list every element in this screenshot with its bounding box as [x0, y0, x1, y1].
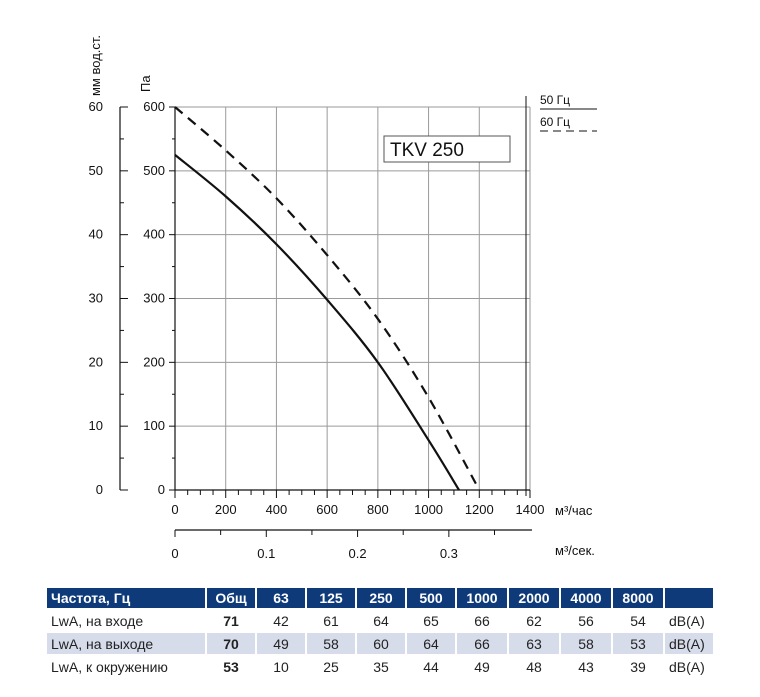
row-value: 65 — [423, 612, 439, 629]
row-value: 25 — [323, 658, 339, 675]
curve-60hz — [174, 106, 481, 491]
row-value: 56 — [578, 612, 594, 629]
x-main-axis-label: м³/час — [555, 503, 593, 518]
header-500: 500 — [407, 588, 455, 608]
row-value: 35 — [373, 658, 389, 675]
row-value: 60 — [357, 633, 405, 654]
row-value: 58 — [561, 633, 611, 654]
header-4000: 4000 — [561, 588, 611, 608]
x-main-tick-label: 600 — [316, 502, 338, 517]
row-total: 70 — [207, 633, 255, 654]
row-value: 61 — [323, 612, 339, 629]
row-value: 54 — [630, 612, 646, 629]
row-value: 49 — [257, 633, 305, 654]
header-frequency: Частота, Гц — [47, 588, 205, 608]
y-right-tick-label: 400 — [143, 227, 165, 242]
row-unit: dB(A) — [669, 658, 705, 675]
header-63: 63 — [257, 588, 305, 608]
x-secondary-tick-label: 0.1 — [257, 546, 275, 561]
row-value: 64 — [407, 633, 455, 654]
x-main-tick-label: 1000 — [414, 502, 443, 517]
table-header-row: Частота, Гц Общ 63 125 250 500 1000 2000… — [47, 588, 713, 608]
y-left-tick-label: 60 — [89, 99, 103, 114]
y-left-tick-label: 50 — [89, 163, 103, 178]
legend-50hz-label: 50 Гц — [540, 93, 570, 107]
legend: 50 Гц 60 Гц — [525, 93, 597, 496]
table-row: LwA, к окружению 53 10 25 35 44 49 48 43 39 dB(A) — [47, 656, 713, 677]
sound-power-table: Частота, Гц Общ 63 125 250 500 1000 2000… — [45, 586, 715, 679]
x-main-tick-label: 800 — [367, 502, 389, 517]
row-unit: dB(A) — [665, 633, 713, 654]
ticks — [120, 106, 531, 537]
model-label-box: TKV 250 — [383, 135, 511, 163]
y-right-tick-label: 600 — [143, 99, 165, 114]
x-main-tick-label: 1200 — [465, 502, 494, 517]
row-value: 39 — [630, 658, 646, 675]
row-label: LwA, на выходе — [47, 633, 205, 654]
curve-50hz — [174, 154, 460, 491]
y-left-tick-label: 30 — [89, 291, 103, 306]
y-left-tick-label: 40 — [89, 227, 103, 242]
header-250: 250 — [357, 588, 405, 608]
x-secondary-tick-label: 0.3 — [440, 546, 458, 561]
row-total: 71 — [223, 612, 239, 629]
row-value: 66 — [474, 612, 490, 629]
row-value: 62 — [526, 612, 542, 629]
row-value: 58 — [307, 633, 355, 654]
header-unit — [665, 588, 713, 608]
row-value: 63 — [509, 633, 559, 654]
row-label: LwA, к окружению — [51, 658, 168, 675]
legend-60hz-label: 60 Гц — [540, 115, 570, 129]
row-value: 49 — [474, 658, 490, 675]
table-row: LwA, на выходе 70 49 58 60 64 66 63 58 53 dB(A) — [47, 633, 713, 654]
y-right-tick-label: 0 — [158, 482, 165, 497]
x-main-tick-label: 400 — [266, 502, 288, 517]
table-row: LwA, на входе 71 42 61 64 65 66 62 56 54 dB(A) — [47, 610, 713, 631]
curves — [174, 106, 481, 491]
row-value: 10 — [273, 658, 289, 675]
y-left-axis-label: мм вод.ст. — [88, 35, 103, 96]
grid — [175, 106, 531, 491]
row-label: LwA, на входе — [51, 612, 144, 629]
y-left-tick-label: 10 — [89, 418, 103, 433]
y-left-tick-label: 0 — [96, 482, 103, 497]
x-secondary-tick-label: 0 — [171, 546, 178, 561]
row-value: 66 — [457, 633, 507, 654]
x-main-tick-label: 1400 — [516, 502, 545, 517]
y-right-tick-label: 100 — [143, 418, 165, 433]
header-125: 125 — [307, 588, 355, 608]
row-value: 48 — [526, 658, 542, 675]
x-secondary-tick-label: 0.2 — [349, 546, 367, 561]
row-value: 44 — [423, 658, 439, 675]
y-left-tick-label: 20 — [89, 354, 103, 369]
header-1000: 1000 — [457, 588, 507, 608]
x-main-tick-label: 0 — [171, 502, 178, 517]
row-value: 43 — [578, 658, 594, 675]
x-secondary-axis-label: м³/сек. — [555, 543, 595, 558]
y-right-tick-label: 200 — [143, 354, 165, 369]
row-total: 53 — [223, 658, 239, 675]
y-right-axis-label: Па — [138, 75, 153, 92]
y-right-tick-label: 300 — [143, 291, 165, 306]
row-unit: dB(A) — [669, 612, 705, 629]
y-right-tick-label: 500 — [143, 163, 165, 178]
model-label: TKV 250 — [390, 140, 464, 161]
header-8000: 8000 — [613, 588, 663, 608]
row-value: 53 — [613, 633, 663, 654]
header-2000: 2000 — [509, 588, 559, 608]
x-main-tick-label: 200 — [215, 502, 237, 517]
row-value: 42 — [273, 612, 289, 629]
header-total: Общ — [207, 588, 255, 608]
row-value: 64 — [373, 612, 389, 629]
